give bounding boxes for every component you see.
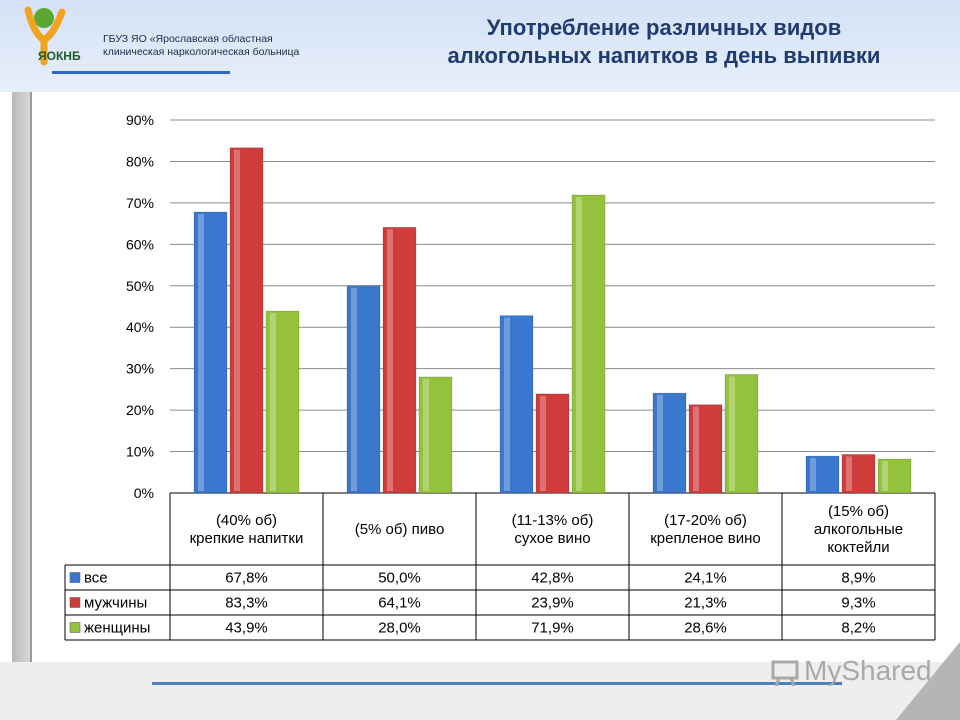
bar xyxy=(652,392,687,494)
data-value-label: 23,9% xyxy=(531,595,574,612)
data-value-label: 43,9% xyxy=(225,620,268,637)
data-value-label: 24,1% xyxy=(684,570,727,587)
legend-label: мужчины xyxy=(84,595,147,612)
legend-swatch xyxy=(69,597,81,608)
left-decor-bar xyxy=(12,92,30,662)
bar-highlight xyxy=(234,149,240,492)
bar-highlight xyxy=(270,313,276,491)
bar-highlight xyxy=(657,395,663,491)
data-value-label: 42,8% xyxy=(531,570,574,587)
data-value-label: 50,0% xyxy=(378,570,421,587)
y-tick-label: 90% xyxy=(126,112,154,128)
category-label: (40% об) xyxy=(216,512,277,529)
header-band xyxy=(0,0,960,92)
y-tick-label: 0% xyxy=(134,485,154,501)
category-label: (17-20% об) xyxy=(664,512,747,529)
bar xyxy=(688,404,723,494)
data-value-label: 8,9% xyxy=(841,570,875,587)
bar-highlight xyxy=(504,317,510,491)
bar xyxy=(724,374,759,494)
category-label: (5% об) пиво xyxy=(355,521,445,538)
page-title-line1: Употребление различных видов xyxy=(486,15,842,40)
bar-highlight xyxy=(882,461,888,491)
organization-name-line1: ГБУЗ ЯО «Ярославская областная xyxy=(103,33,273,45)
bar xyxy=(265,310,300,494)
y-tick-label: 70% xyxy=(126,195,154,211)
bar xyxy=(571,194,606,494)
y-tick-label: 60% xyxy=(126,236,154,252)
organization-name: ГБУЗ ЯО «Ярославская областная клиническ… xyxy=(103,33,299,59)
bar-highlight xyxy=(423,378,429,491)
category-label: (15% об) xyxy=(828,503,889,520)
bar-highlight xyxy=(846,456,852,491)
data-value-label: 28,6% xyxy=(684,620,727,637)
bar xyxy=(805,455,840,494)
bar xyxy=(229,147,264,494)
y-tick-label: 40% xyxy=(126,319,154,335)
logo: ЯОКНБ xyxy=(24,6,81,66)
legend-swatch xyxy=(69,572,81,583)
data-value-label: 9,3% xyxy=(841,595,875,612)
y-tick-label: 30% xyxy=(126,361,154,377)
footer-band xyxy=(0,662,960,720)
bar-highlight xyxy=(576,197,582,491)
bar-highlight xyxy=(540,395,546,491)
bar xyxy=(499,315,534,494)
y-tick-label: 50% xyxy=(126,278,154,294)
footer-line xyxy=(152,682,842,685)
y-tick-label: 20% xyxy=(126,402,154,418)
bar xyxy=(418,376,453,494)
divider xyxy=(52,71,230,74)
legend-label: женщины xyxy=(84,620,150,637)
y-tick-label: 80% xyxy=(126,153,154,169)
data-value-label: 8,2% xyxy=(841,620,875,637)
category-label: сухое вино xyxy=(514,530,590,547)
bar xyxy=(193,211,228,494)
bar-highlight xyxy=(729,376,735,491)
left-decor-line xyxy=(30,92,32,662)
logo-text: ЯОКНБ xyxy=(38,49,81,63)
data-value-label: 28,0% xyxy=(378,620,421,637)
category-label: крепкие напитки xyxy=(190,530,304,547)
legend-swatch xyxy=(69,622,81,633)
person-icon xyxy=(24,6,66,66)
bar-highlight xyxy=(693,406,699,491)
bar xyxy=(346,285,381,494)
y-tick-label: 10% xyxy=(126,444,154,460)
category-label: коктейли xyxy=(827,539,889,556)
data-value-label: 83,3% xyxy=(225,595,268,612)
data-value-label: 71,9% xyxy=(531,620,574,637)
category-label: крепленое вино xyxy=(650,530,761,547)
watermark-text: MyShared xyxy=(804,655,932,686)
bar xyxy=(841,454,876,494)
bar xyxy=(877,458,912,494)
page-corner xyxy=(896,642,960,720)
data-value-label: 67,8% xyxy=(225,570,268,587)
bar-highlight xyxy=(351,287,357,491)
bar xyxy=(535,393,570,494)
bar-highlight xyxy=(198,214,204,492)
page-title: Употребление различных видов алкогольных… xyxy=(380,14,948,70)
category-label: (11-13% об) xyxy=(512,512,594,529)
bar xyxy=(382,227,417,494)
bar-highlight xyxy=(387,229,393,491)
bar-highlight xyxy=(810,458,816,491)
data-value-label: 64,1% xyxy=(378,595,421,612)
page-title-line2: алкогольных напитков в день выпивки xyxy=(447,43,881,68)
data-value-label: 21,3% xyxy=(684,595,727,612)
presentation-icon xyxy=(771,660,799,687)
organization-name-line2: клиническая наркологическая больница xyxy=(103,46,300,58)
legend-label: все xyxy=(84,570,108,587)
category-label: алкогольные xyxy=(814,521,903,538)
